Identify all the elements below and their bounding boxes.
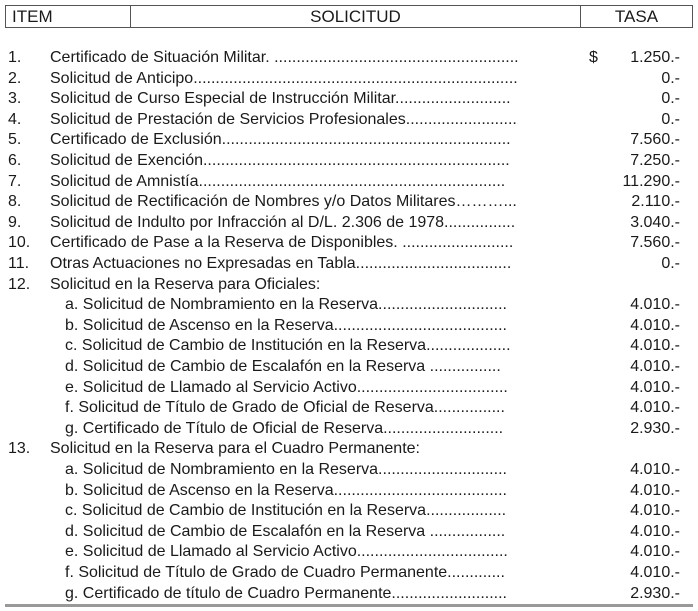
table-row: a. Solicitud de Nombramiento en la Reser… bbox=[0, 460, 698, 480]
item-fee: 3.040.- bbox=[630, 213, 680, 231]
item-fee: 4.010.- bbox=[630, 296, 680, 314]
table-row: 10. Certificado de Pase a la Reserva de D… bbox=[0, 233, 698, 253]
item-number: 9. bbox=[8, 213, 22, 231]
table-row: 6. Solicitud de Exención.................… bbox=[0, 151, 698, 171]
table-row: g. Certificado de Título de Oficial de R… bbox=[0, 419, 698, 439]
item-description: Certificado de Exclusión................… bbox=[50, 131, 511, 149]
table-row: e. Solicitud de Llamado al Servicio Acti… bbox=[0, 542, 698, 562]
item-fee: 2.930.- bbox=[630, 419, 680, 437]
bottom-divider bbox=[5, 604, 693, 607]
header-solicitud: SOLICITUD bbox=[131, 6, 581, 27]
item-description: Solicitud de Indulto por Infracción al D… bbox=[50, 213, 516, 231]
table-row: b. Solicitud de Ascenso en la Reserva...… bbox=[0, 481, 698, 501]
item-description: a. Solicitud de Nombramiento en la Reser… bbox=[65, 296, 507, 314]
item-description: Solicitud de Curso Especial de Instrucci… bbox=[50, 90, 511, 108]
table-row: 3. Solicitud de Curso Especial de Instruc… bbox=[0, 89, 698, 109]
item-fee: 4.010.- bbox=[630, 543, 680, 561]
item-fee: 1.250.- bbox=[630, 49, 680, 66]
item-fee: 2.930.- bbox=[630, 584, 680, 602]
item-description: e. Solicitud de Llamado al Servicio Acti… bbox=[65, 378, 508, 396]
item-description: g. Certificado de Título de Oficial de R… bbox=[65, 419, 504, 437]
item-fee: 4.010.- bbox=[630, 502, 680, 520]
table-row: g. Certificado de título de Cuadro Perma… bbox=[0, 584, 698, 604]
item-description: d. Solicitud de Cambio de Escalafón en l… bbox=[65, 358, 501, 375]
table-row: 4. Solicitud de Prestación de Servicios P… bbox=[0, 110, 698, 130]
item-description: Solicitud de Exención...................… bbox=[50, 152, 510, 169]
item-description: Solicitud de Anticipo...................… bbox=[50, 69, 518, 87]
item-number: 3. bbox=[8, 90, 22, 108]
header-tasa: TASA bbox=[614, 7, 659, 26]
item-fee: 0.- bbox=[661, 69, 680, 87]
table-row: 1. Certificado de Situación Militar. ....… bbox=[0, 48, 698, 68]
item-description: e. Solicitud de Llamado al Servicio Acti… bbox=[65, 543, 508, 561]
table-row: 8. Solicitud de Rectificación de Nombres … bbox=[0, 192, 698, 212]
table-row: 5. Certificado de Exclusión..............… bbox=[0, 130, 698, 150]
item-fee: 7.560.- bbox=[630, 131, 680, 149]
table-row: b. Solicitud de Ascenso en la Reserva...… bbox=[0, 316, 698, 336]
item-description: g. Certificado de título de Cuadro Perma… bbox=[65, 584, 507, 602]
item-fee: 4.010.- bbox=[630, 461, 680, 478]
table-row: 7. Solicitud de Amnistía.................… bbox=[0, 172, 698, 192]
item-number: 13. bbox=[8, 440, 31, 458]
item-description: a. Solicitud de Nombramiento en la Reser… bbox=[65, 461, 507, 478]
item-number: 5. bbox=[8, 131, 22, 149]
item-description: f. Solicitud de Título de Grado de Cuadr… bbox=[65, 564, 505, 581]
item-description: Certificado de Pase a la Reserva de Disp… bbox=[50, 234, 514, 252]
item-fee: 4.010.- bbox=[630, 337, 680, 355]
table-row: f. Solicitud de Título de Grado de Ofici… bbox=[0, 398, 698, 418]
item-description: c. Solicitud de Cambio de Institución en… bbox=[65, 337, 511, 355]
item-fee: 4.010.- bbox=[630, 564, 680, 581]
table-row: e. Solicitud de Llamado al Servicio Acti… bbox=[0, 378, 698, 398]
item-description: b. Solicitud de Ascenso en la Reserva...… bbox=[65, 481, 507, 499]
item-fee: 4.010.- bbox=[630, 316, 680, 334]
table-row: 9. Solicitud de Indulto por Infracción al… bbox=[0, 213, 698, 233]
table-header: ITEM SOLICITUD TASA bbox=[5, 5, 693, 28]
item-description: Solicitud de Rectificación de Nombres y/… bbox=[50, 193, 517, 211]
table-row: 12. Solicitud en la Reserva para Oficiale… bbox=[0, 275, 698, 295]
item-description: Solicitud en la Reserva para Oficiales: bbox=[50, 275, 321, 293]
item-number: 11. bbox=[8, 255, 30, 272]
item-fee: 4.010.- bbox=[630, 358, 680, 375]
item-number: 8. bbox=[8, 193, 22, 211]
item-description: d. Solicitud de Cambio de Escalafón en l… bbox=[65, 522, 506, 540]
table-row: d. Solicitud de Cambio de Escalafón en l… bbox=[0, 357, 698, 377]
table-row: 11. Otras Actuaciones no Expresadas en Ta… bbox=[0, 254, 698, 274]
item-fee: 7.250.- bbox=[630, 152, 680, 169]
item-fee: 4.010.- bbox=[630, 399, 680, 417]
item-fee: 2.110.- bbox=[631, 193, 680, 211]
item-number: 2. bbox=[8, 69, 22, 87]
item-number: 6. bbox=[8, 152, 22, 169]
item-description: Solicitud en la Reserva para el Cuadro P… bbox=[50, 440, 420, 458]
item-fee: 4.010.- bbox=[630, 522, 680, 540]
item-number: 12. bbox=[8, 275, 31, 293]
table-row: d. Solicitud de Cambio de Escalafón en l… bbox=[0, 522, 698, 542]
table-row: f. Solicitud de Título de Grado de Cuadr… bbox=[0, 563, 698, 583]
item-fee: 0.- bbox=[661, 90, 680, 108]
table-row: a. Solicitud de Nombramiento en la Reser… bbox=[0, 295, 698, 315]
item-number: 4. bbox=[8, 110, 22, 128]
table-row: 13. Solicitud en la Reserva para el Cuadr… bbox=[0, 439, 698, 459]
item-description: Solicitud de Prestación de Servicios Pro… bbox=[50, 110, 517, 128]
table-row: c. Solicitud de Cambio de Institución en… bbox=[0, 501, 698, 521]
item-number: 1. bbox=[8, 49, 22, 66]
item-description: b. Solicitud de Ascenso en la Reserva...… bbox=[65, 316, 507, 334]
item-number: 7. bbox=[8, 172, 22, 190]
item-number: 10. bbox=[8, 234, 31, 252]
item-fee: 7.560.- bbox=[630, 234, 680, 252]
header-item: ITEM bbox=[6, 6, 131, 27]
currency-symbol: $ bbox=[589, 49, 598, 66]
table-row: 2. Solicitud de Anticipo.................… bbox=[0, 69, 698, 89]
item-fee: 11.290.- bbox=[622, 172, 680, 190]
item-fee: 0.- bbox=[661, 255, 680, 272]
item-fee: 4.010.- bbox=[630, 378, 680, 396]
item-description: f. Solicitud de Título de Grado de Ofici… bbox=[65, 399, 505, 417]
item-description: Otras Actuaciones no Expresadas en Tabla… bbox=[50, 255, 512, 272]
item-fee: 4.010.- bbox=[630, 481, 680, 499]
table-row: c. Solicitud de Cambio de Institución en… bbox=[0, 336, 698, 356]
item-description: Certificado de Situación Militar. ......… bbox=[50, 49, 519, 66]
item-description: c. Solicitud de Cambio de Institución en… bbox=[65, 502, 507, 520]
item-fee: 0.- bbox=[661, 110, 680, 128]
item-description: Solicitud de Amnistía...................… bbox=[50, 172, 506, 190]
